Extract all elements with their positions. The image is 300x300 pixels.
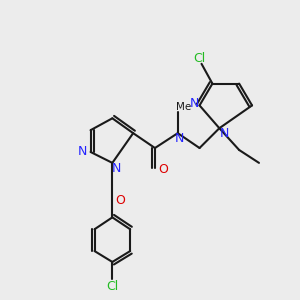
Text: O: O	[115, 194, 125, 207]
Text: N: N	[78, 146, 87, 158]
Text: N: N	[220, 127, 229, 140]
Text: N: N	[190, 97, 199, 110]
Text: N: N	[175, 132, 184, 145]
Text: O: O	[158, 163, 168, 176]
Text: Me: Me	[176, 102, 191, 112]
Text: Cl: Cl	[194, 52, 206, 65]
Text: N: N	[112, 162, 121, 175]
Text: Cl: Cl	[106, 280, 118, 293]
